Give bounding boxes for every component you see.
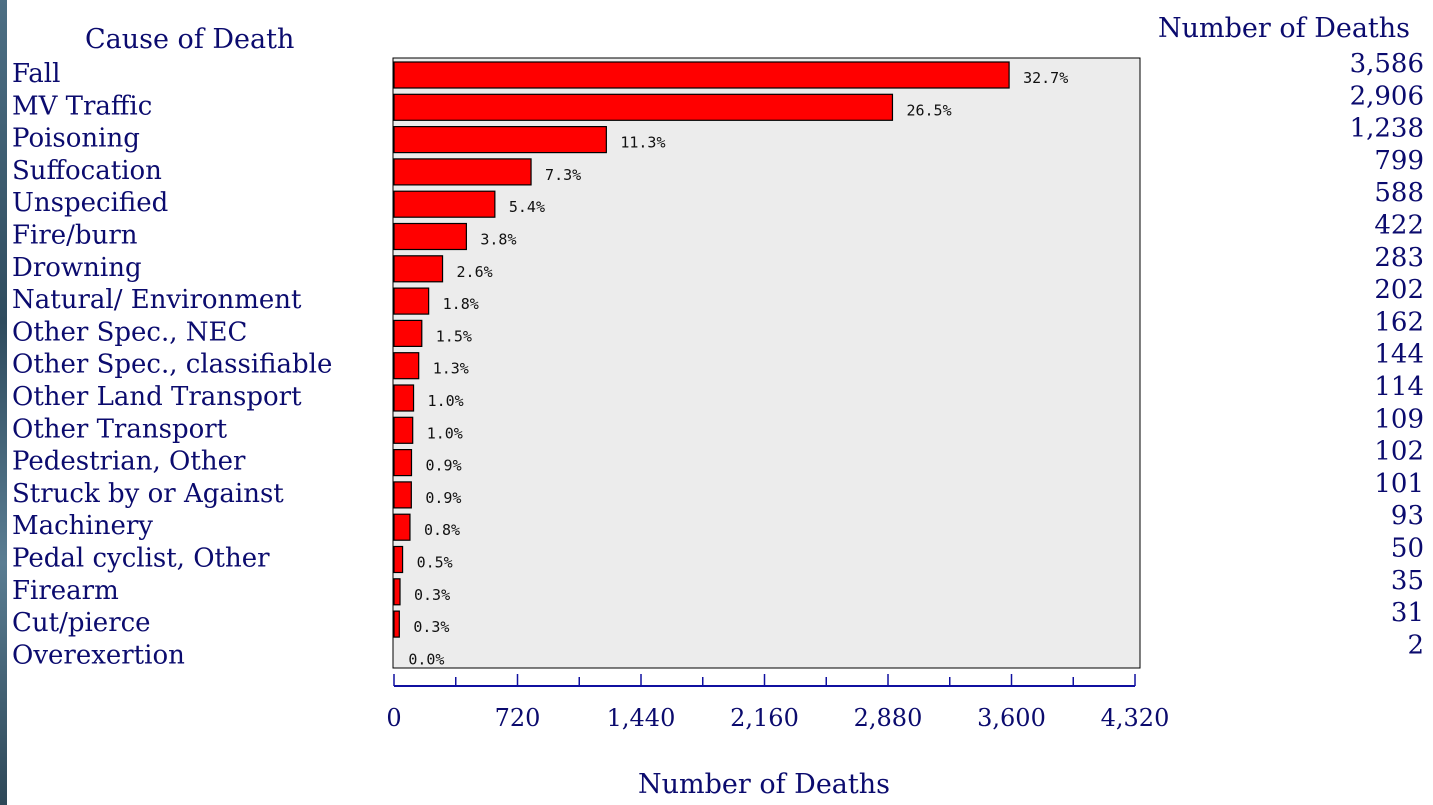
bar-percent-label: 0.5% xyxy=(417,554,453,572)
death-count-label: 114 xyxy=(1374,372,1424,402)
death-count-label: 2 xyxy=(1407,630,1424,660)
bar-percent-label: 0.8% xyxy=(424,521,460,539)
category-label: Drowning xyxy=(12,253,142,283)
category-label: Cut/pierce xyxy=(12,608,151,638)
bar-percent-label: 32.7% xyxy=(1023,69,1068,87)
cause-of-death-header: Cause of Death xyxy=(85,24,295,55)
category-label: Unspecified xyxy=(12,188,168,218)
death-count-label: 101 xyxy=(1374,469,1424,499)
bar-percent-label: 1.8% xyxy=(443,295,479,313)
bars-group xyxy=(393,61,1010,638)
death-count-label: 1,238 xyxy=(1350,114,1424,144)
bar-percent-label: 0.9% xyxy=(425,489,461,507)
bar-percent-label: 5.4% xyxy=(509,198,545,216)
category-label: Overexertion xyxy=(12,640,185,670)
death-count-label: 93 xyxy=(1391,501,1424,531)
bar-percent-label: 0.3% xyxy=(413,618,449,636)
category-label: Other Spec., NEC xyxy=(12,317,247,347)
bar xyxy=(393,93,894,121)
bar xyxy=(393,610,400,638)
bar-percent-label: 1.0% xyxy=(428,392,464,410)
bar-percent-label: 0.3% xyxy=(414,586,450,604)
death-count-label: 422 xyxy=(1374,211,1424,241)
category-label: Suffocation xyxy=(12,156,162,186)
bar xyxy=(393,158,532,186)
bar xyxy=(393,61,1010,89)
death-count-label: 31 xyxy=(1391,598,1424,628)
death-count-label: 202 xyxy=(1374,275,1424,305)
bar-percent-label: 1.0% xyxy=(427,424,463,442)
x-tick-label: 2,160 xyxy=(730,704,799,732)
bar-percent-label: 11.3% xyxy=(620,134,665,152)
death-count-label: 588 xyxy=(1374,178,1424,208)
death-count-label: 2,906 xyxy=(1350,81,1424,111)
x-tick-label: 4,320 xyxy=(1101,704,1170,732)
category-label: Other Transport xyxy=(12,414,228,444)
category-label: Fall xyxy=(12,59,60,89)
bar xyxy=(393,255,444,283)
category-label: Other Spec., classifiable xyxy=(12,350,332,380)
category-label: MV Traffic xyxy=(12,91,152,121)
bar xyxy=(393,125,607,154)
bar-percent-label: 3.8% xyxy=(480,231,516,249)
category-label: Fire/burn xyxy=(12,221,138,251)
bar xyxy=(393,352,420,380)
x-tick-label: 3,600 xyxy=(977,704,1046,732)
death-count-label: 162 xyxy=(1374,307,1424,337)
bar xyxy=(393,449,413,477)
death-count-label: 799 xyxy=(1374,146,1424,176)
count-labels-group: 3,5862,9061,2387995884222832021621441141… xyxy=(1350,49,1424,660)
bar-percent-label: 1.3% xyxy=(433,360,469,378)
bar xyxy=(393,190,496,218)
category-label: Other Land Transport xyxy=(12,382,302,412)
bar xyxy=(393,222,467,251)
death-count-label: 109 xyxy=(1374,404,1424,434)
death-count-label: 3,586 xyxy=(1350,49,1424,79)
window-edge-decoration xyxy=(0,0,7,805)
bar xyxy=(393,287,430,315)
x-tick-label: 720 xyxy=(495,704,541,732)
x-tick-label: 1,440 xyxy=(607,704,676,732)
category-label: Firearm xyxy=(12,576,119,606)
bar-percent-label: 0.0% xyxy=(408,650,444,668)
x-tick-label: 0 xyxy=(386,704,401,732)
bar-percent-label: 1.5% xyxy=(436,327,472,345)
x-axis: 0 720 1,440 2,160 2,880 3,600 4,320 xyxy=(386,674,1169,732)
bar-percent-label: 2.6% xyxy=(457,263,493,281)
percent-labels-group: 32.7% 26.5% 11.3% 7.3%5.4% 3.8% 2.6% 1.8% 1.5% 1… xyxy=(408,69,1068,668)
number-of-deaths-header: Number of Deaths xyxy=(1158,13,1411,44)
bar xyxy=(393,416,414,444)
death-count-label: 102 xyxy=(1374,437,1424,467)
death-count-label: 50 xyxy=(1391,534,1424,564)
bar xyxy=(393,319,423,347)
bar-percent-label: 0.9% xyxy=(425,457,461,475)
bar xyxy=(393,513,411,541)
bar xyxy=(393,481,412,509)
category-label: Pedal cyclist, Other xyxy=(12,544,270,574)
x-tick-label: 2,880 xyxy=(854,704,923,732)
bar xyxy=(393,545,404,574)
death-count-label: 35 xyxy=(1391,566,1424,596)
category-label: Struck by or Against xyxy=(12,479,284,509)
death-count-label: 283 xyxy=(1374,243,1424,273)
x-axis-title: Number of Deaths xyxy=(638,769,890,800)
bar xyxy=(393,384,415,412)
category-label: Poisoning xyxy=(12,124,140,154)
bar xyxy=(393,578,401,606)
bar-percent-label: 7.3% xyxy=(545,166,581,184)
death-count-label: 144 xyxy=(1374,340,1424,370)
category-label: Machinery xyxy=(12,511,153,541)
category-label: Natural/ Environment xyxy=(12,285,302,315)
bar-percent-label: 26.5% xyxy=(906,101,951,119)
category-label: Pedestrian, Other xyxy=(12,447,246,477)
